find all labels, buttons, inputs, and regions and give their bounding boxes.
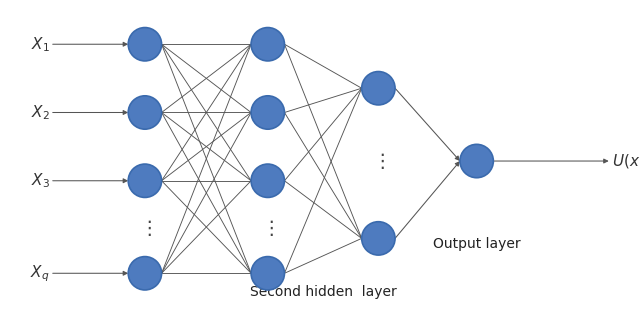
Text: $X_{1}$: $X_{1}$: [31, 35, 50, 54]
Ellipse shape: [251, 27, 284, 61]
Ellipse shape: [362, 222, 395, 255]
Text: $\vdots$: $\vdots$: [261, 218, 274, 238]
Ellipse shape: [251, 164, 284, 198]
Text: Output layer: Output layer: [433, 237, 520, 251]
Ellipse shape: [251, 96, 284, 129]
Ellipse shape: [251, 257, 284, 290]
Ellipse shape: [362, 71, 395, 105]
Ellipse shape: [460, 144, 493, 178]
Text: $X_{3}$: $X_{3}$: [31, 171, 50, 190]
Ellipse shape: [128, 96, 161, 129]
Text: Second hidden  layer: Second hidden layer: [250, 285, 396, 299]
Text: $\vdots$: $\vdots$: [372, 151, 385, 171]
Text: $U(x)$: $U(x)$: [612, 152, 640, 170]
Text: $X_{2}$: $X_{2}$: [31, 103, 50, 122]
Ellipse shape: [128, 27, 161, 61]
Text: $X_{q}$: $X_{q}$: [30, 263, 50, 283]
Ellipse shape: [128, 257, 161, 290]
Ellipse shape: [128, 164, 161, 198]
Text: $\vdots$: $\vdots$: [138, 218, 151, 238]
